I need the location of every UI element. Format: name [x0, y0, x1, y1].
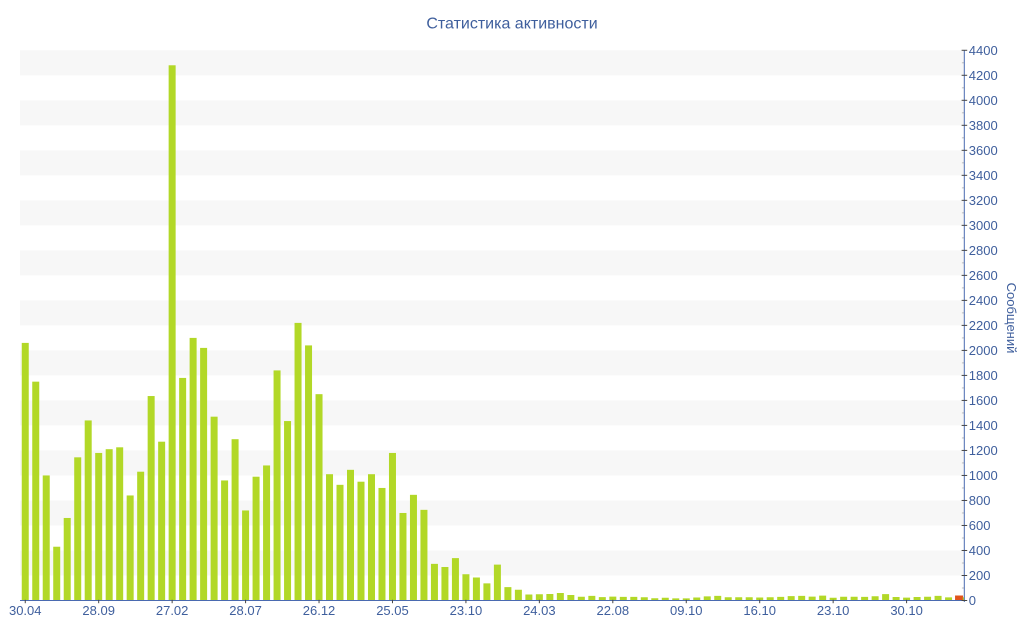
svg-text:3000: 3000 — [969, 218, 998, 233]
svg-text:26.12: 26.12 — [303, 603, 336, 618]
svg-text:4200: 4200 — [969, 68, 998, 83]
svg-text:400: 400 — [969, 543, 991, 558]
svg-text:1200: 1200 — [969, 443, 998, 458]
svg-text:2600: 2600 — [969, 268, 998, 283]
svg-text:30.04: 30.04 — [9, 603, 42, 618]
svg-text:28.09: 28.09 — [82, 603, 115, 618]
svg-text:1600: 1600 — [969, 393, 998, 408]
svg-text:2400: 2400 — [969, 293, 998, 308]
svg-text:27.02: 27.02 — [156, 603, 189, 618]
svg-text:200: 200 — [969, 568, 991, 583]
svg-text:28.07: 28.07 — [229, 603, 262, 618]
svg-text:24.03: 24.03 — [523, 603, 556, 618]
svg-text:1800: 1800 — [969, 368, 998, 383]
svg-text:16.10: 16.10 — [743, 603, 776, 618]
svg-text:09.10: 09.10 — [670, 603, 703, 618]
svg-text:23.10: 23.10 — [817, 603, 850, 618]
svg-text:2800: 2800 — [969, 243, 998, 258]
svg-text:Статистика активности: Статистика активности — [426, 15, 597, 32]
svg-text:2000: 2000 — [969, 343, 998, 358]
svg-text:Сообщений: Сообщений — [1004, 283, 1019, 354]
svg-text:1000: 1000 — [969, 468, 998, 483]
svg-text:3800: 3800 — [969, 118, 998, 133]
svg-text:30.10: 30.10 — [890, 603, 923, 618]
svg-text:4000: 4000 — [969, 93, 998, 108]
svg-text:0: 0 — [969, 593, 976, 608]
svg-text:2200: 2200 — [969, 318, 998, 333]
svg-text:3400: 3400 — [969, 168, 998, 183]
svg-text:3600: 3600 — [969, 143, 998, 158]
svg-text:4400: 4400 — [969, 43, 998, 58]
svg-text:23.10: 23.10 — [450, 603, 483, 618]
svg-text:22.08: 22.08 — [597, 603, 630, 618]
svg-text:3200: 3200 — [969, 193, 998, 208]
svg-text:800: 800 — [969, 493, 991, 508]
svg-text:1400: 1400 — [969, 418, 998, 433]
svg-text:600: 600 — [969, 518, 991, 533]
svg-text:25.05: 25.05 — [376, 603, 409, 618]
